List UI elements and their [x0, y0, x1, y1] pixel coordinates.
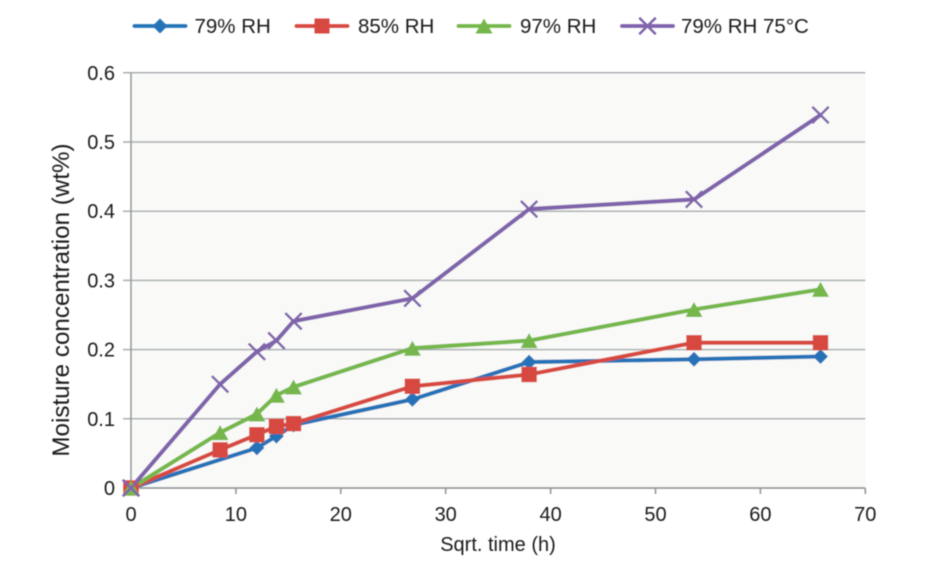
svg-text:85% RH: 85% RH [358, 15, 434, 38]
svg-text:0.1: 0.1 [87, 409, 115, 431]
svg-text:0.5: 0.5 [87, 132, 115, 154]
svg-text:10: 10 [225, 504, 247, 526]
svg-text:79% RH: 79% RH [195, 15, 271, 38]
svg-text:50: 50 [644, 504, 666, 526]
svg-text:40: 40 [539, 504, 561, 526]
svg-text:0.3: 0.3 [87, 270, 115, 292]
svg-text:0.4: 0.4 [87, 201, 115, 223]
svg-text:0.6: 0.6 [87, 63, 115, 85]
svg-text:0: 0 [104, 478, 115, 500]
svg-text:Moisture concentration (wt%): Moisture concentration (wt%) [48, 143, 75, 456]
svg-text:79% RH 75°C: 79% RH 75°C [681, 15, 809, 38]
svg-text:60: 60 [749, 504, 771, 526]
svg-text:70: 70 [854, 504, 876, 526]
svg-text:30: 30 [435, 504, 457, 526]
svg-text:0.2: 0.2 [87, 340, 115, 362]
svg-text:97% RH: 97% RH [520, 15, 596, 38]
svg-text:20: 20 [330, 504, 352, 526]
svg-text:Sqrt. time (h): Sqrt. time (h) [440, 534, 556, 556]
svg-text:0: 0 [125, 504, 136, 526]
